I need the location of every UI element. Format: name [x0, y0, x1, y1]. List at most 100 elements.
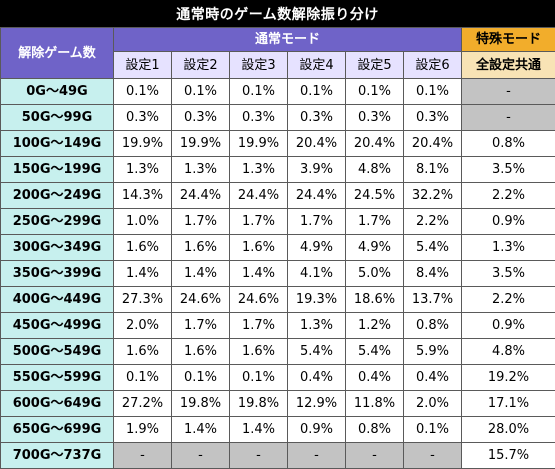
normal-mode-value: 19.9%	[229, 130, 288, 157]
setting-header-4: 設定4	[287, 51, 346, 79]
game-range-label: 0G～49G	[0, 78, 114, 105]
normal-mode-value: 20.4%	[287, 130, 346, 157]
normal-mode-value: 0.1%	[229, 364, 288, 391]
normal-mode-value: 12.9%	[287, 390, 346, 417]
normal-mode-value: 1.9%	[113, 416, 172, 443]
normal-mode-value: 1.2%	[345, 312, 404, 339]
table-row: 350G～399G 1.4% 1.4% 1.4% 4.1% 5.0% 8.4% 3.5%	[0, 260, 555, 287]
special-mode-value: 0.9%	[461, 208, 555, 235]
setting-header-1: 設定1	[113, 51, 172, 79]
setting-header-6: 設定6	[402, 51, 463, 79]
normal-mode-value: 1.7%	[345, 208, 404, 235]
game-range-label: 50G～99G	[0, 104, 114, 131]
normal-mode-value: 27.2%	[113, 390, 172, 417]
special-mode-value: 19.2%	[461, 364, 555, 391]
normal-mode-value: 1.7%	[171, 312, 230, 339]
normal-mode-value: -	[287, 442, 346, 469]
normal-mode-value: 19.8%	[229, 390, 288, 417]
normal-mode-value: 1.4%	[229, 260, 288, 287]
normal-mode-value: 1.6%	[229, 338, 288, 365]
normal-mode-value: 1.4%	[229, 416, 288, 443]
normal-mode-value: 1.0%	[113, 208, 172, 235]
normal-mode-value: 0.4%	[345, 364, 404, 391]
normal-mode-value: -	[345, 442, 404, 469]
special-mode-value: 1.3%	[461, 234, 555, 261]
normal-mode-value: 20.4%	[402, 130, 463, 157]
normal-mode-value: 19.9%	[171, 130, 230, 157]
normal-mode-value: 0.4%	[402, 364, 463, 391]
special-mode-value: 28.0%	[461, 416, 555, 443]
normal-mode-value: 4.8%	[345, 156, 404, 183]
normal-mode-value: 0.1%	[171, 364, 230, 391]
game-range-label: 550G～599G	[0, 364, 114, 391]
normal-mode-value: 0.1%	[171, 78, 230, 105]
normal-mode-value: 3.9%	[287, 156, 346, 183]
normal-mode-value: 1.3%	[171, 156, 230, 183]
normal-mode-value: 13.7%	[402, 286, 463, 313]
distribution-table: 解除ゲーム数 通常モード 特殊モード 設定1 設定2 設定3 設定4 設定5 設定6 全設定…	[0, 27, 555, 469]
normal-mode-value: 11.8%	[345, 390, 404, 417]
normal-mode-value: 0.3%	[287, 104, 346, 131]
normal-mode-value: 4.9%	[345, 234, 404, 261]
normal-mode-value: 1.7%	[287, 208, 346, 235]
normal-mode-value: 24.4%	[229, 182, 288, 209]
normal-mode-value: 1.4%	[113, 260, 172, 287]
table-row: 250G～299G 1.0% 1.7% 1.7% 1.7% 1.7% 2.2% 0.9%	[0, 208, 555, 235]
game-range-label: 200G～249G	[0, 182, 114, 209]
normal-mode-value: 0.1%	[287, 78, 346, 105]
normal-mode-value: 1.7%	[229, 312, 288, 339]
common-settings-header: 全設定共通	[461, 51, 555, 79]
normal-mode-value: 0.3%	[171, 104, 230, 131]
normal-mode-value: 0.1%	[402, 416, 463, 443]
special-mode-header: 特殊モード	[461, 27, 555, 52]
normal-mode-value: 0.1%	[113, 364, 172, 391]
normal-mode-value: 5.0%	[345, 260, 404, 287]
table-title: 通常時のゲーム数解除振り分け	[0, 0, 555, 27]
normal-mode-value: 0.1%	[345, 78, 404, 105]
special-mode-value: 4.8%	[461, 338, 555, 365]
game-range-label: 250G～299G	[0, 208, 114, 235]
normal-mode-value: 8.4%	[402, 260, 463, 287]
normal-mode-value: 0.1%	[229, 78, 288, 105]
normal-mode-value: 1.4%	[171, 260, 230, 287]
normal-mode-value: -	[402, 442, 463, 469]
table-row: 600G～649G 27.2% 19.8% 19.8% 12.9% 11.8% 2.0% 17…	[0, 390, 555, 417]
normal-mode-value: 1.3%	[113, 156, 172, 183]
setting-header-5: 設定5	[345, 51, 404, 79]
normal-mode-value: 5.4%	[345, 338, 404, 365]
special-mode-value: 2.2%	[461, 286, 555, 313]
special-mode-value: 0.9%	[461, 312, 555, 339]
normal-mode-value: 24.4%	[287, 182, 346, 209]
normal-mode-value: 20.4%	[345, 130, 404, 157]
normal-mode-value: 1.4%	[171, 416, 230, 443]
normal-mode-value: 5.4%	[287, 338, 346, 365]
game-range-label: 450G～499G	[0, 312, 114, 339]
table-row: 50G～99G 0.3% 0.3% 0.3% 0.3% 0.3% 0.3% -	[0, 104, 555, 131]
normal-mode-value: 14.3%	[113, 182, 172, 209]
normal-mode-value: 5.4%	[402, 234, 463, 261]
normal-mode-value: 19.8%	[171, 390, 230, 417]
normal-mode-value: 0.9%	[287, 416, 346, 443]
normal-mode-value: 0.1%	[113, 78, 172, 105]
normal-mode-value: 24.6%	[229, 286, 288, 313]
table-row: 0G～49G 0.1% 0.1% 0.1% 0.1% 0.1% 0.1% -	[0, 78, 555, 105]
table-row: 550G～599G 0.1% 0.1% 0.1% 0.4% 0.4% 0.4% 19.2%	[0, 364, 555, 391]
normal-mode-value: 24.5%	[345, 182, 404, 209]
normal-mode-value: 0.3%	[229, 104, 288, 131]
normal-mode-value: 1.3%	[229, 156, 288, 183]
table-row: 500G～549G 1.6% 1.6% 1.6% 5.4% 5.4% 5.9% 4.8%	[0, 338, 555, 365]
normal-mode-value: 1.6%	[171, 338, 230, 365]
table-row: 100G～149G 19.9% 19.9% 19.9% 20.4% 20.4% 20.4% 0…	[0, 130, 555, 157]
game-range-label: 300G～349G	[0, 234, 114, 261]
special-mode-value: 15.7%	[461, 442, 555, 469]
normal-mode-value: 1.6%	[113, 338, 172, 365]
table-row: 700G～737G - - - - - -15.7%	[0, 442, 555, 469]
normal-mode-value: 1.7%	[171, 208, 230, 235]
game-range-label: 100G～149G	[0, 130, 114, 157]
normal-mode-value: 8.1%	[402, 156, 463, 183]
normal-mode-value: 1.6%	[113, 234, 172, 261]
normal-mode-value: -	[113, 442, 172, 469]
table-row: 400G～449G 27.3% 24.6% 24.6% 19.3% 18.6% 13.7% 2…	[0, 286, 555, 313]
setting-header-2: 設定2	[171, 51, 230, 79]
